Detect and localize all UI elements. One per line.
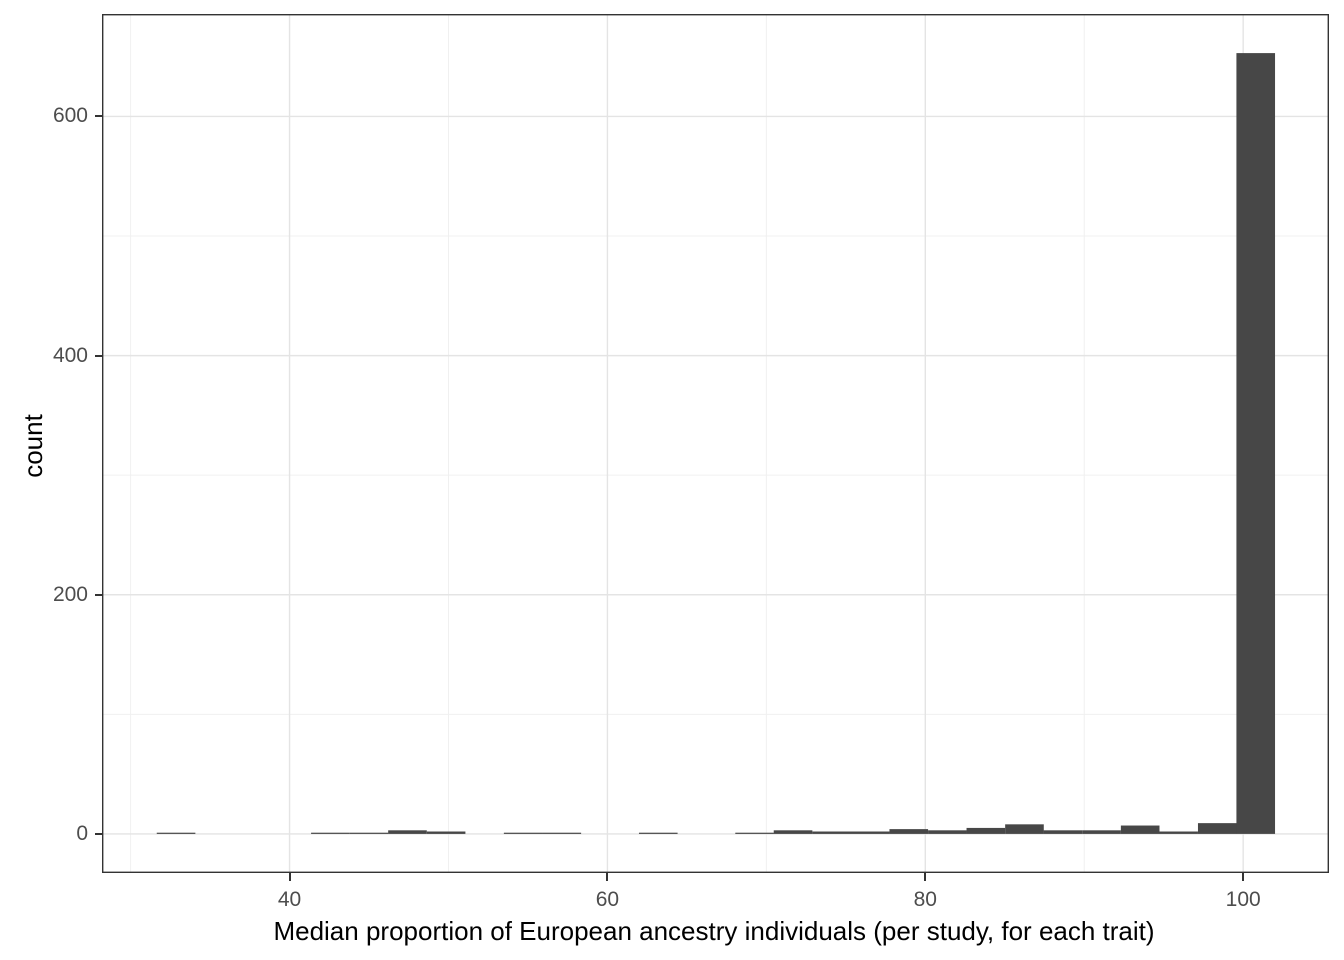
histogram-bar [966, 827, 1006, 834]
x-tick-mark [606, 872, 609, 881]
histogram-bar [812, 831, 851, 834]
x-tick-mark [924, 872, 927, 881]
y-axis-title: count [18, 414, 48, 478]
y-tick-mark [94, 115, 103, 118]
histogram-bar [1043, 830, 1083, 834]
histogram-bar [156, 832, 196, 834]
histogram-bar [928, 830, 967, 834]
histogram-bar [542, 832, 582, 834]
plot-panel [102, 14, 1329, 873]
histogram-bar [503, 832, 543, 834]
x-tick-label: 80 [913, 888, 937, 911]
histogram-bar [1159, 831, 1198, 834]
histogram-bar [638, 832, 678, 834]
x-tick-label: 40 [277, 888, 302, 911]
histogram-bar [388, 830, 427, 834]
x-tick-label: 60 [595, 888, 620, 911]
y-tick-label: 0 [76, 821, 88, 845]
y-tick-label: 600 [52, 104, 88, 128]
histogram-bar [1197, 823, 1237, 834]
x-tick-mark [1242, 872, 1245, 881]
histogram-bar [1120, 825, 1160, 834]
histogram-bar [889, 829, 929, 834]
histogram-bar [1236, 53, 1276, 834]
x-tick-mark [288, 872, 291, 881]
y-tick-label: 400 [52, 343, 88, 367]
y-tick-mark [94, 354, 103, 357]
histogram-bar [735, 832, 774, 834]
histogram-bar [1082, 830, 1121, 834]
histogram-bar [349, 832, 389, 834]
panel-border [102, 14, 1329, 873]
x-tick-label: 100 [1225, 888, 1261, 911]
y-tick-label: 200 [52, 582, 88, 606]
histogram-bar [1005, 824, 1044, 834]
histogram-bar [773, 830, 813, 834]
histogram-bar [426, 831, 466, 834]
histogram-bar [311, 832, 350, 834]
x-axis-title: Median proportion of European ancestry i… [273, 916, 1155, 946]
y-tick-mark [94, 832, 103, 835]
histogram-bar [850, 831, 890, 834]
y-tick-mark [94, 593, 103, 596]
